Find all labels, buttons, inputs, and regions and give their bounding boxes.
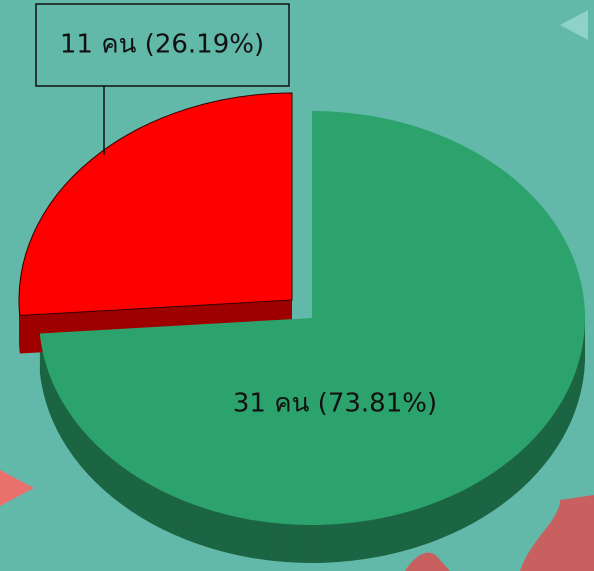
chart: 11 คน (26.19%) 31 คน (73.81%) [0, 0, 594, 571]
data-label: 31 คน (73.81%) [233, 389, 437, 419]
page: {"chart_data": {"type": "pie", "categori… [0, 0, 594, 571]
data-label: 11 คน (26.19%) [60, 30, 264, 60]
